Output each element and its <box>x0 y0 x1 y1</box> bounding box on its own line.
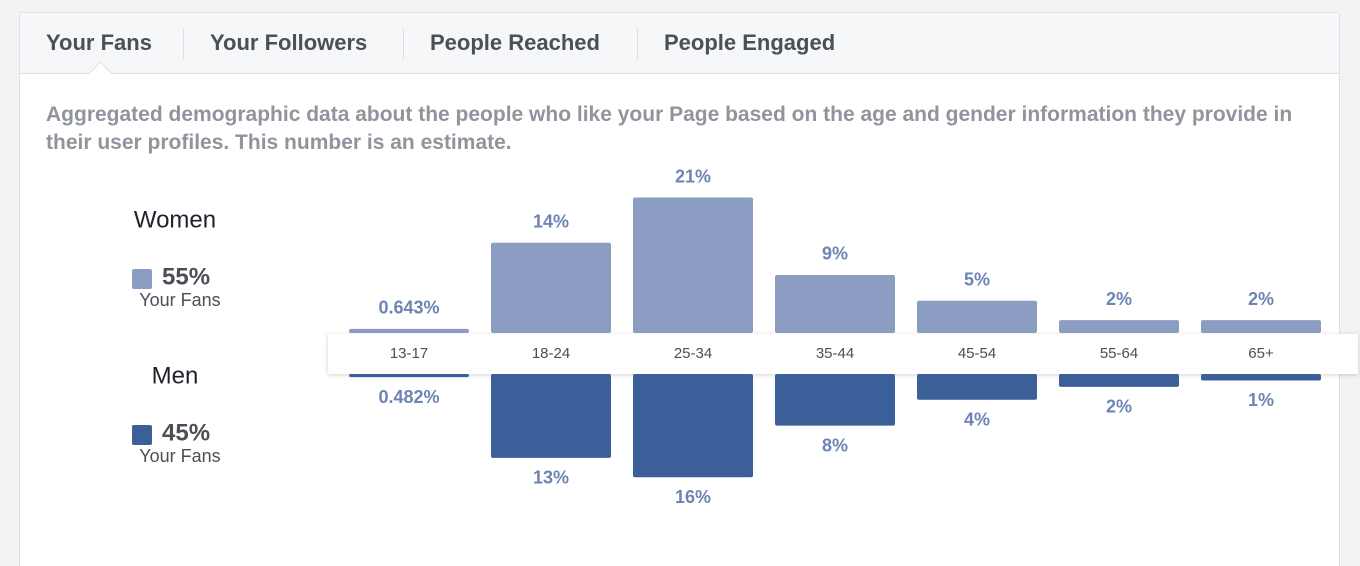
legend-name: Men <box>152 362 199 389</box>
value-label: 9% <box>822 244 848 264</box>
separator <box>403 28 404 60</box>
value-label: 2% <box>1106 397 1132 417</box>
tab[interactable]: Your Followers <box>210 30 368 55</box>
bar <box>633 197 753 333</box>
value-label: 5% <box>964 270 990 290</box>
bar <box>1059 320 1179 333</box>
category-label: 35-44 <box>816 345 854 362</box>
value-label: 13% <box>533 468 569 488</box>
value-label: 0.482% <box>378 387 439 407</box>
value-label: 2% <box>1248 289 1274 309</box>
value-label: 21% <box>675 166 711 186</box>
category-label: 13-17 <box>390 345 428 362</box>
legend-swatch <box>132 425 152 445</box>
bar <box>491 242 611 333</box>
bar <box>1059 374 1179 387</box>
value-label: 14% <box>533 211 569 231</box>
legend-share: 55% <box>162 263 210 290</box>
bar <box>491 374 611 458</box>
separator <box>183 28 184 60</box>
bar <box>633 374 753 478</box>
value-label: 1% <box>1248 390 1274 410</box>
category-label: 65+ <box>1248 345 1274 362</box>
value-label: 8% <box>822 435 848 455</box>
bar <box>349 374 469 378</box>
value-label: 2% <box>1106 289 1132 309</box>
tab-bar: Your Fans Your Followers People Reached … <box>20 13 1339 86</box>
separator <box>637 28 638 60</box>
value-label: 16% <box>675 487 711 507</box>
bar <box>917 300 1037 333</box>
legend-caption: Your Fans <box>139 290 220 310</box>
value-label: 0.643% <box>378 298 439 318</box>
bar <box>775 274 895 333</box>
bar <box>775 374 895 426</box>
value-label: 4% <box>964 410 990 430</box>
legend-name: Women <box>134 206 216 233</box>
tab[interactable]: People Reached <box>430 30 600 55</box>
category-label: 45-54 <box>958 345 996 362</box>
category-label: 18-24 <box>532 345 570 362</box>
category-label: 55-64 <box>1100 345 1138 362</box>
legend-caption: Your Fans <box>139 446 220 466</box>
bar <box>349 328 469 333</box>
description: Aggregated demographic data about the pe… <box>46 103 1293 154</box>
category-label: 25-34 <box>674 345 712 362</box>
axis-band <box>328 334 1358 374</box>
bar <box>1201 374 1321 381</box>
tab[interactable]: People Engaged <box>664 30 836 55</box>
legend-share: 45% <box>162 419 210 446</box>
bar <box>1201 320 1321 333</box>
legend-swatch <box>132 269 152 289</box>
bar <box>917 374 1037 400</box>
tab[interactable]: Your Fans <box>46 30 152 55</box>
